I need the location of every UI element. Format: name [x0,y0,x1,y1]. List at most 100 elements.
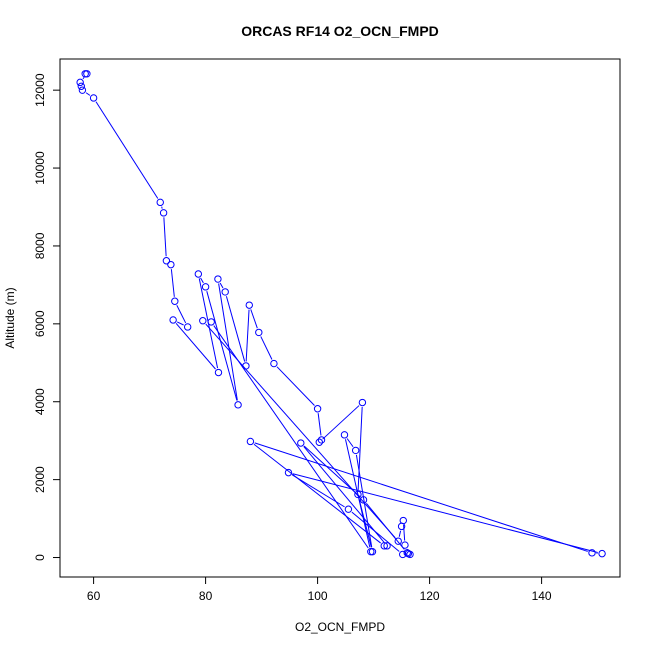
data-point [242,362,250,370]
data-point [194,270,203,278]
data-point [359,496,368,504]
data-point [317,436,326,444]
data-point [351,446,360,455]
series-segment [355,454,373,548]
y-tick-label: 10000 [33,151,47,185]
data-point [297,439,305,447]
x-axis: 60 80 100 120 140 [87,577,552,603]
data-point [234,401,242,409]
series-segment [82,77,85,80]
series-segment [398,530,402,537]
x-tick-label: 60 [87,589,101,603]
series-segment [170,269,175,297]
series-segment [206,291,238,401]
data-point [367,547,375,556]
data-point [401,541,409,549]
data-point [78,86,87,94]
series-segment [205,323,396,539]
series-segment [218,283,238,401]
series-segment [365,503,405,550]
series-segment [161,206,163,209]
series-segment [225,296,246,362]
data-point [76,78,84,87]
series-segment [245,309,250,362]
data-point [199,317,207,325]
data-point [380,542,388,550]
data-point [340,431,349,439]
series-segment [357,406,363,490]
data-point [201,283,210,291]
data-point [214,275,222,283]
series-segment [253,443,381,544]
data-point [246,437,255,446]
data-point [394,537,402,545]
data-point [169,316,177,324]
x-tick-label: 140 [532,589,552,603]
series-segment [176,305,187,324]
data-point [598,549,606,558]
data-series [76,70,606,559]
data-point [221,288,229,296]
y-axis: 0 2000 4000 6000 8000 10000 12000 [33,73,60,561]
data-point [284,468,293,477]
y-tick-label: 6000 [33,310,47,337]
data-point [315,438,323,446]
y-tick-label: 12000 [33,73,47,107]
data-point [383,542,391,550]
data-point [344,505,353,513]
data-point [214,368,223,377]
series-segment [163,217,167,257]
data-point [313,405,322,413]
x-axis-label: O2_OCN_FMPD [295,620,385,634]
series-segment [254,442,588,552]
series-segment [403,524,406,541]
data-point [83,70,91,78]
data-point [358,398,367,407]
data-point [399,550,407,559]
data-point [183,323,192,331]
data-point [89,94,98,102]
y-tick-label: 4000 [33,388,47,415]
data-point [77,82,85,90]
plot-frame [59,58,621,578]
chart-title: ORCAS RF14 O2_OCN_FMPD [241,23,439,39]
data-point [156,198,164,207]
y-tick-label: 0 [33,554,47,561]
x-tick-label: 100 [308,589,328,603]
y-tick-label: 2000 [33,466,47,493]
series-segment [322,405,360,440]
series-segment [346,438,354,448]
series-segment [351,511,400,552]
data-point [167,260,175,269]
series-segment [175,323,216,370]
series-segment [344,439,371,548]
data-point [399,516,407,525]
data-point [159,209,168,217]
data-point [354,490,362,499]
series-segment [176,321,184,326]
series-segment [303,446,385,543]
data-point [162,257,171,265]
data-point [245,301,253,309]
series-segment [219,282,224,289]
y-axis-label: Altitude (m) [3,287,17,348]
series-segment [317,413,322,436]
series-segment [260,336,273,360]
data-point [404,549,413,558]
data-point [171,297,179,305]
series-segment [85,92,91,96]
x-tick-label: 120 [420,589,440,603]
data-point [255,328,263,337]
data-point [403,549,411,557]
series-segment [292,473,598,553]
series-segment [292,474,345,508]
data-point [207,318,215,326]
series-segment [250,309,258,329]
series-segment [200,277,204,284]
data-point [588,549,596,557]
data-point [270,359,278,368]
series-segment [95,101,159,199]
x-tick-label: 80 [199,589,213,603]
series-segment [276,366,315,406]
